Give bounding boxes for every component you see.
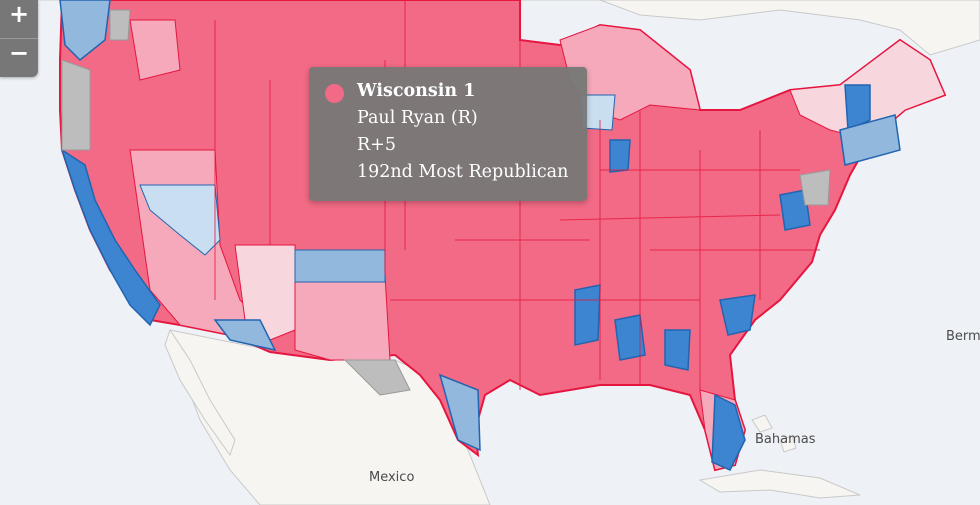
dem-georgia <box>664 329 691 371</box>
tooltip-district-name: Wisconsin 1 <box>357 81 476 101</box>
bahamas-islands <box>751 414 797 453</box>
baja-land <box>164 328 236 457</box>
canada-land <box>0 0 980 56</box>
cuba-land <box>698 469 861 499</box>
lean-rep-texas-panhandle <box>129 19 181 81</box>
map-label-bahamas: Bahamas <box>755 432 816 447</box>
slight-rep-arizona <box>234 244 296 341</box>
zoom-out-button[interactable]: − <box>0 38 38 77</box>
dem-great-lakes <box>609 139 631 173</box>
no-data-northeast <box>799 169 831 206</box>
dem-alabama <box>614 314 646 361</box>
dem-west-coast <box>60 148 161 327</box>
party-color-dot <box>325 84 344 103</box>
lean-rep-new-mexico <box>294 274 391 361</box>
no-data-new-mexico <box>343 359 411 396</box>
dem-colorado <box>294 249 386 283</box>
zoom-in-button[interactable]: + <box>8 0 30 28</box>
dem-carolinas <box>719 294 756 336</box>
dem-southern-az <box>213 319 277 352</box>
district-boundaries <box>214 0 820 390</box>
zoom-controls: + − <box>0 0 38 77</box>
dem-virginia <box>779 189 811 231</box>
no-data-pacific-nw <box>61 59 91 151</box>
tooltip-rank: 192nd Most Republican <box>357 162 569 182</box>
district-tooltip: Wisconsin 1 Paul Ryan (R) R+5 192nd Most… <box>309 67 587 201</box>
dem-south-texas <box>438 373 481 452</box>
no-data-idaho <box>109 9 131 41</box>
dem-east-florida <box>711 393 746 471</box>
tooltip-partisan-lean: R+5 <box>357 135 396 155</box>
map-label-mexico: Mexico <box>369 470 415 485</box>
dem-mississippi <box>574 284 601 346</box>
tooltip-representative: Paul Ryan (R) <box>357 108 478 128</box>
dem-pacific-nw <box>59 0 111 62</box>
dem-new-england <box>844 84 871 132</box>
map-label-bermuda: Berm <box>946 329 980 344</box>
dem-northeast-corridor <box>839 114 901 166</box>
